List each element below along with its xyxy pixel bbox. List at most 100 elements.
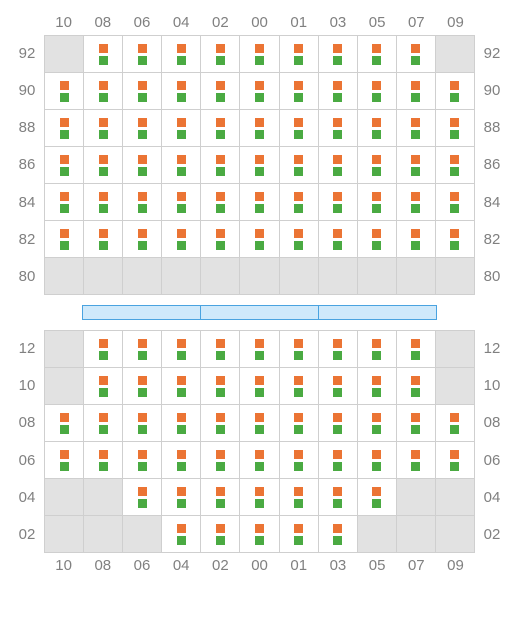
seat-cell-filled [123,73,161,109]
marker-orange-icon [99,192,108,201]
seat-cell-empty [84,258,122,294]
marker-green-icon [333,241,342,250]
col-label: 08 [83,553,122,578]
marker-orange-icon [411,376,420,385]
seat-cell-empty [397,258,435,294]
row-label: 06 [10,442,44,479]
seat-cell-empty [45,331,83,367]
marker-orange-icon [333,155,342,164]
marker-orange-icon [333,413,342,422]
marker-green-icon [216,388,225,397]
marker-green-icon [294,93,303,102]
grid-row [45,147,474,183]
marker-orange-icon [216,192,225,201]
col-label: 02 [201,10,240,35]
row-label: 06 [475,442,509,479]
marker-orange-icon [411,44,420,53]
seat-cell-filled [397,36,435,72]
seat-cell-filled [436,442,474,478]
marker-orange-icon [177,487,186,496]
seat-cell-empty [123,516,161,552]
seat-cell-filled [84,73,122,109]
seat-cell-filled [240,36,278,72]
row-label: 88 [10,109,44,146]
marker-green-icon [294,499,303,508]
marker-orange-icon [255,487,264,496]
marker-green-icon [450,93,459,102]
seat-cell-filled [319,36,357,72]
grid-row [45,442,474,478]
marker-green-icon [138,462,147,471]
seat-cell-filled [162,331,200,367]
marker-orange-icon [372,192,381,201]
marker-orange-icon [138,118,147,127]
col-label: 08 [83,10,122,35]
marker-orange-icon [372,487,381,496]
marker-orange-icon [450,192,459,201]
seat-cell-filled [280,368,318,404]
marker-green-icon [333,130,342,139]
seat-cell-filled [84,147,122,183]
marker-orange-icon [138,450,147,459]
bottom-grid [44,330,475,553]
seat-cell-empty [358,516,396,552]
marker-orange-icon [138,44,147,53]
seat-cell-filled [358,147,396,183]
col-label: 05 [358,553,397,578]
seat-cell-filled [436,73,474,109]
marker-green-icon [450,425,459,434]
marker-green-icon [333,462,342,471]
top-col-labels: 1008060402000103050709 [44,10,475,35]
marker-orange-icon [138,487,147,496]
marker-orange-icon [216,450,225,459]
grid-row [45,331,474,367]
seat-cell-empty [45,516,83,552]
marker-green-icon [255,536,264,545]
seat-cell-filled [358,368,396,404]
marker-orange-icon [294,413,303,422]
marker-green-icon [177,204,186,213]
marker-orange-icon [294,155,303,164]
marker-green-icon [372,204,381,213]
marker-green-icon [60,204,69,213]
marker-green-icon [177,93,186,102]
marker-orange-icon [177,81,186,90]
seat-cell-filled [123,110,161,146]
seat-cell-filled [280,516,318,552]
seat-cell-filled [319,442,357,478]
marker-orange-icon [411,81,420,90]
marker-orange-icon [255,229,264,238]
marker-green-icon [216,167,225,176]
seat-cell-filled [201,73,239,109]
seat-cell-filled [201,442,239,478]
marker-orange-icon [294,229,303,238]
seat-cell-filled [201,368,239,404]
seat-cell-filled [123,405,161,441]
marker-green-icon [216,462,225,471]
marker-green-icon [177,425,186,434]
marker-green-icon [177,499,186,508]
seat-cell-empty [45,36,83,72]
marker-green-icon [372,425,381,434]
marker-orange-icon [177,413,186,422]
marker-green-icon [255,93,264,102]
marker-green-icon [411,167,420,176]
marker-green-icon [255,167,264,176]
grid-row [45,73,474,109]
marker-green-icon [294,130,303,139]
col-label: 10 [44,10,83,35]
seat-cell-filled [280,73,318,109]
marker-orange-icon [294,192,303,201]
marker-green-icon [255,130,264,139]
row-label: 08 [475,404,509,441]
seat-cell-filled [280,110,318,146]
seat-cell-filled [240,147,278,183]
top-row-labels-left: 92908886848280 [10,35,44,295]
seat-cell-filled [45,184,83,220]
top-row-labels-right: 92908886848280 [475,35,509,295]
marker-green-icon [372,388,381,397]
row-label: 12 [10,330,44,367]
top-grid-area: 92908886848280 92908886848280 [10,35,510,295]
bottom-col-labels: 1008060402000103050709 [44,553,475,578]
seat-cell-empty [436,331,474,367]
